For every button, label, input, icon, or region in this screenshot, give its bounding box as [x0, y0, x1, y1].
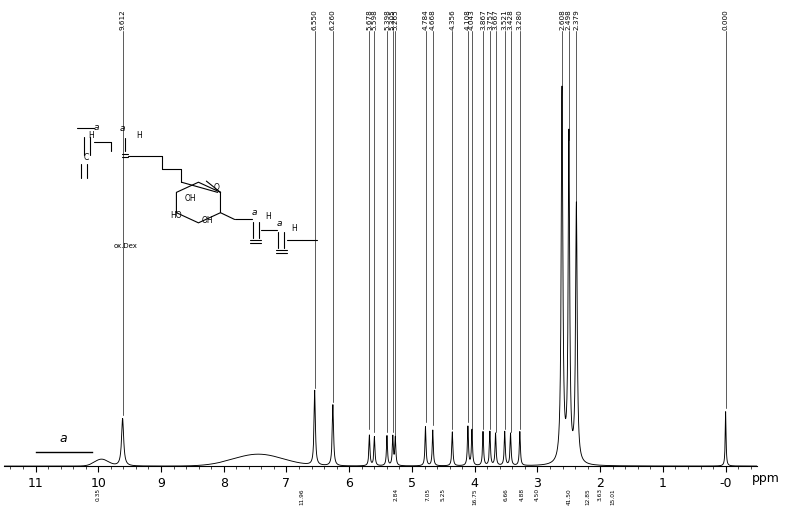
Text: H: H — [265, 212, 272, 222]
Text: a: a — [119, 125, 125, 133]
Text: 3.428: 3.428 — [508, 9, 513, 30]
Text: 4.043: 4.043 — [469, 9, 475, 30]
Text: ppm: ppm — [752, 472, 780, 485]
Text: H: H — [88, 131, 94, 140]
Text: H: H — [291, 224, 297, 233]
Text: 2.608: 2.608 — [559, 9, 565, 30]
Text: OH: OH — [201, 216, 213, 225]
Text: 5.678: 5.678 — [367, 9, 372, 30]
Text: 11.96: 11.96 — [300, 488, 305, 505]
Text: 5.598: 5.598 — [371, 9, 378, 30]
Text: 5.265: 5.265 — [392, 9, 398, 30]
Text: HO: HO — [170, 211, 182, 220]
Text: 0.35: 0.35 — [96, 488, 100, 501]
Text: 0.000: 0.000 — [723, 9, 728, 30]
Text: a: a — [277, 219, 283, 228]
Text: 3.757: 3.757 — [487, 9, 493, 30]
Text: ox.Dex: ox.Dex — [114, 243, 137, 249]
Text: 9.612: 9.612 — [119, 9, 126, 30]
Text: 4.668: 4.668 — [430, 9, 436, 30]
Text: 7.05: 7.05 — [425, 488, 430, 501]
Text: a: a — [251, 208, 257, 217]
Text: 6.550: 6.550 — [312, 9, 318, 30]
Text: 15.01: 15.01 — [610, 488, 615, 505]
Text: 3.280: 3.280 — [517, 9, 523, 30]
Text: 5.25: 5.25 — [441, 488, 446, 501]
Text: O: O — [214, 183, 220, 192]
Text: 4.88: 4.88 — [519, 488, 524, 501]
Text: a: a — [60, 432, 68, 445]
Text: 4.108: 4.108 — [465, 9, 471, 30]
Text: 12.85: 12.85 — [585, 488, 590, 505]
Text: 41.50: 41.50 — [566, 488, 571, 505]
Text: 2.84: 2.84 — [394, 488, 399, 501]
Text: C: C — [84, 153, 89, 162]
Text: 2.498: 2.498 — [566, 9, 572, 30]
Text: 2.379: 2.379 — [573, 9, 579, 30]
Text: OH: OH — [184, 194, 196, 203]
Text: 5.398: 5.398 — [384, 9, 390, 30]
Text: 4.784: 4.784 — [422, 9, 429, 30]
Text: a: a — [94, 123, 100, 132]
Text: H: H — [137, 131, 142, 140]
Text: 16.75: 16.75 — [473, 488, 477, 505]
Text: 3.667: 3.667 — [493, 9, 498, 30]
Text: 4.50: 4.50 — [535, 488, 540, 501]
Text: 3.63: 3.63 — [597, 488, 603, 501]
Text: 4.356: 4.356 — [449, 9, 455, 30]
Text: 3.867: 3.867 — [480, 9, 486, 30]
Text: 5.305: 5.305 — [390, 9, 396, 30]
Text: 6.66: 6.66 — [503, 488, 509, 501]
Text: 3.521: 3.521 — [502, 9, 508, 30]
Text: 6.260: 6.260 — [330, 9, 336, 30]
